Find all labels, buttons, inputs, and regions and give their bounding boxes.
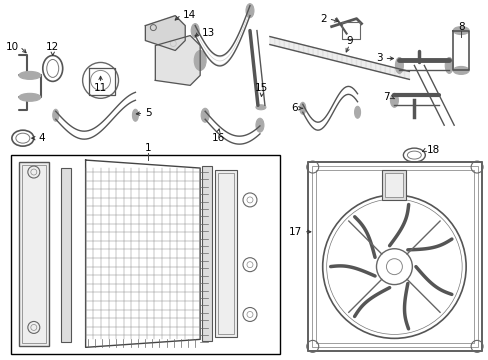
Text: 17: 17: [288, 227, 301, 237]
Text: 18: 18: [427, 145, 440, 155]
Polygon shape: [312, 48, 317, 57]
Ellipse shape: [452, 67, 468, 75]
Bar: [218, 173, 234, 334]
Ellipse shape: [395, 58, 403, 73]
Text: 9: 9: [346, 36, 352, 46]
Polygon shape: [155, 36, 200, 85]
Polygon shape: [380, 64, 385, 73]
Text: 13: 13: [202, 28, 215, 37]
Bar: [215, 170, 237, 337]
Text: 15: 15: [255, 84, 268, 93]
Bar: [22, 165, 46, 343]
Polygon shape: [269, 37, 274, 46]
Text: 10: 10: [6, 41, 19, 51]
Ellipse shape: [19, 93, 41, 101]
Ellipse shape: [452, 27, 468, 35]
Text: 2: 2: [320, 14, 326, 24]
Polygon shape: [308, 46, 312, 55]
Text: 4: 4: [39, 133, 45, 143]
Text: 8: 8: [457, 22, 464, 32]
Ellipse shape: [354, 106, 360, 118]
Text: 5: 5: [145, 108, 152, 118]
Polygon shape: [327, 51, 332, 60]
Polygon shape: [279, 39, 284, 48]
Polygon shape: [394, 68, 399, 77]
Bar: [19, 162, 49, 346]
Polygon shape: [293, 42, 298, 52]
Ellipse shape: [194, 50, 206, 71]
Polygon shape: [385, 66, 389, 75]
Bar: [385, 173, 403, 197]
Ellipse shape: [299, 102, 305, 114]
Polygon shape: [274, 38, 279, 47]
Text: 3: 3: [375, 54, 382, 63]
Ellipse shape: [19, 71, 41, 80]
Polygon shape: [389, 67, 394, 76]
Polygon shape: [322, 50, 327, 59]
Text: 11: 11: [94, 84, 107, 93]
Bar: [202, 166, 212, 341]
Bar: [382, 170, 406, 200]
Polygon shape: [361, 59, 366, 68]
Polygon shape: [366, 60, 370, 70]
Polygon shape: [346, 56, 351, 65]
Text: 6: 6: [290, 103, 297, 113]
Ellipse shape: [201, 108, 209, 122]
Text: 7: 7: [382, 92, 388, 102]
Polygon shape: [288, 41, 293, 50]
Polygon shape: [370, 62, 375, 71]
Bar: [61, 168, 71, 342]
Polygon shape: [399, 69, 404, 78]
Text: 1: 1: [145, 143, 151, 153]
Polygon shape: [356, 58, 361, 67]
Polygon shape: [145, 15, 185, 50]
Bar: [311, 166, 477, 347]
Text: 14: 14: [183, 10, 196, 20]
Polygon shape: [317, 49, 322, 58]
Polygon shape: [284, 40, 288, 49]
Ellipse shape: [255, 118, 264, 132]
Polygon shape: [375, 63, 380, 72]
Ellipse shape: [389, 93, 398, 107]
Text: 12: 12: [46, 41, 59, 51]
Ellipse shape: [444, 58, 452, 73]
Ellipse shape: [53, 109, 59, 121]
Polygon shape: [341, 55, 346, 64]
Polygon shape: [337, 53, 341, 63]
Ellipse shape: [105, 220, 165, 289]
Ellipse shape: [191, 24, 199, 37]
Bar: [307, 162, 481, 351]
Polygon shape: [404, 70, 408, 80]
Text: 16: 16: [211, 133, 224, 143]
Ellipse shape: [245, 4, 253, 18]
Polygon shape: [332, 52, 337, 61]
Ellipse shape: [255, 105, 265, 110]
Polygon shape: [298, 44, 303, 53]
Polygon shape: [351, 57, 356, 66]
Polygon shape: [303, 45, 308, 54]
Ellipse shape: [132, 109, 138, 121]
Bar: [315, 170, 473, 343]
Bar: [11, 155, 279, 354]
